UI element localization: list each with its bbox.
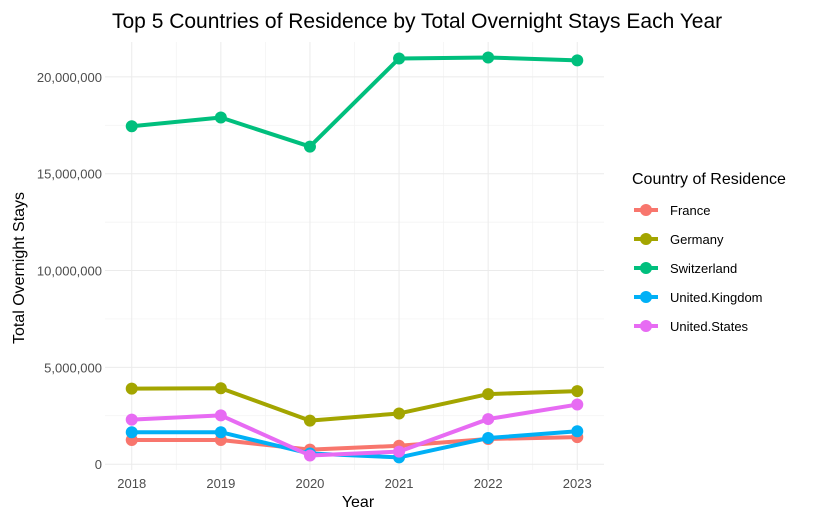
data-point-germany (393, 407, 406, 420)
data-point-united-kingdom (214, 426, 227, 439)
data-point-germany (125, 382, 138, 395)
data-point-switzerland (393, 52, 406, 65)
legend-label: France (670, 203, 710, 218)
series-line-united-states (131, 402, 578, 458)
data-point-united-states (303, 449, 316, 462)
legend-key-point (640, 262, 652, 274)
series-layer (125, 51, 584, 464)
x-axis-title: Year (342, 494, 375, 511)
y-tick-label: 20,000,000 (37, 70, 102, 85)
data-point-germany (571, 385, 584, 398)
legend-item-france: France (634, 203, 710, 218)
y-tick-label: 15,000,000 (37, 167, 102, 182)
y-axis-title: Total Overnight Stays (11, 192, 28, 344)
series-line-germany (131, 386, 578, 423)
y-axis-ticks: 0 5,000,000 10,000,000 15,000,000 20,000,000 (37, 70, 102, 472)
legend: Country of Residence France Germany Switze… (632, 171, 786, 334)
series-germany (125, 382, 584, 427)
x-tick-label: 2021 (385, 476, 414, 491)
chart-title: Top 5 Countries of Residence by Total Ov… (112, 10, 722, 33)
x-tick-label: 2019 (206, 476, 235, 491)
x-tick-label: 2023 (563, 476, 592, 491)
legend-item-united-kingdom: United.Kingdom (634, 290, 763, 305)
legend-item-united-states: United.States (634, 319, 749, 334)
legend-title: Country of Residence (632, 171, 786, 188)
data-point-united-states (125, 413, 138, 426)
legend-label: Germany (670, 232, 724, 247)
data-point-united-kingdom (571, 425, 584, 438)
data-point-switzerland (303, 140, 316, 153)
y-tick-label: 0 (95, 457, 102, 472)
grid (105, 42, 604, 470)
data-point-united-states (482, 413, 495, 426)
data-point-germany (214, 382, 227, 395)
data-point-switzerland (214, 111, 227, 124)
x-axis-ticks: 2018 2019 2020 2021 2022 2023 (117, 476, 591, 491)
data-point-switzerland (482, 51, 495, 64)
data-point-united-kingdom (482, 432, 495, 445)
series-switzerland (125, 51, 584, 153)
x-tick-label: 2018 (117, 476, 146, 491)
data-point-switzerland (125, 120, 138, 133)
series-united-states (125, 398, 584, 462)
legend-key-point (640, 233, 652, 245)
legend-item-switzerland: Switzerland (634, 261, 737, 276)
legend-key-point (640, 204, 652, 216)
x-tick-label: 2022 (474, 476, 503, 491)
legend-label: Switzerland (670, 261, 737, 276)
y-tick-label: 10,000,000 (37, 264, 102, 279)
data-point-switzerland (571, 54, 584, 67)
series-line-switzerland (131, 55, 578, 149)
data-point-united-states (571, 398, 584, 411)
data-point-united-states (393, 445, 406, 458)
x-tick-label: 2020 (295, 476, 324, 491)
legend-key-point (640, 291, 652, 303)
data-point-united-states (214, 409, 227, 422)
data-point-germany (482, 388, 495, 401)
y-tick-label: 5,000,000 (44, 360, 102, 375)
legend-item-germany: Germany (634, 232, 724, 247)
legend-key-point (640, 320, 652, 332)
legend-label: United.Kingdom (670, 290, 763, 305)
data-point-united-kingdom (125, 426, 138, 439)
legend-label: United.States (670, 319, 749, 334)
data-point-germany (303, 414, 316, 427)
